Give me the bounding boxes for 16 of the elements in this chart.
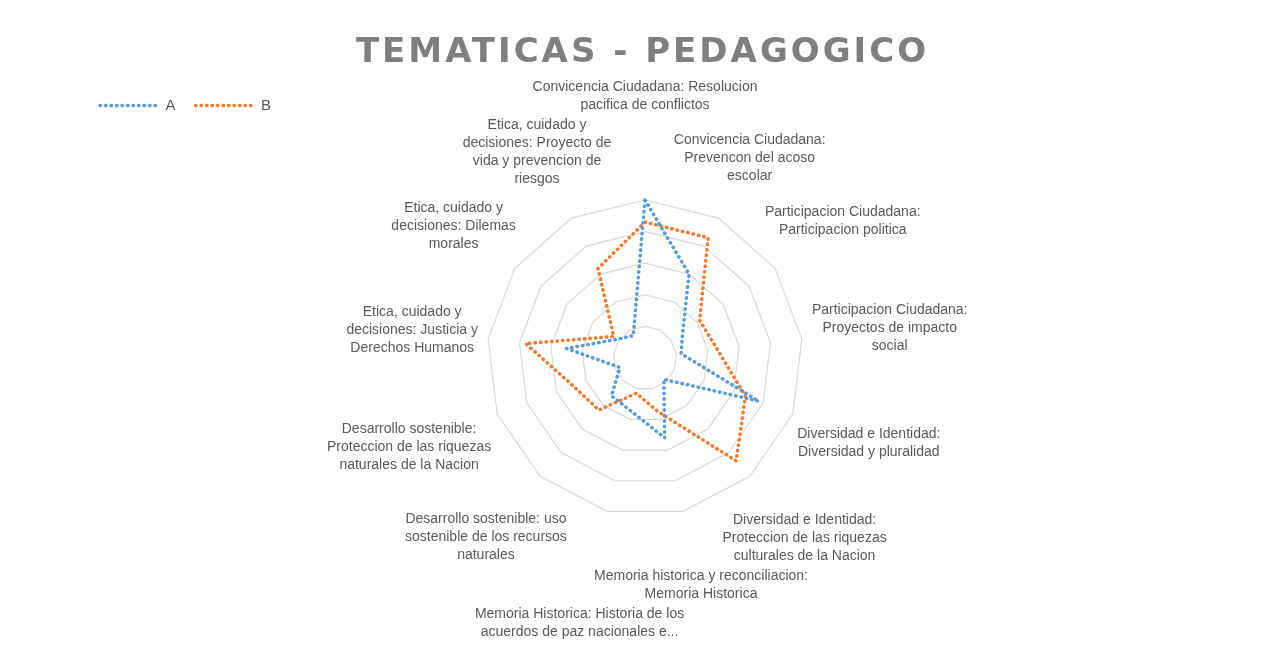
- legend-label: B: [261, 95, 272, 113]
- spoke-label: Etica, cuidado y decisiones: Justicia y Derechos Humanos: [346, 302, 478, 355]
- spoke-label: Desarrollo sostenible: uso sostenible de los recursos naturales: [404, 510, 567, 563]
- spoke-label: Memoria historica y reconciliacion: Memoria Historica: [594, 567, 808, 602]
- spoke-label: Convicencia Ciudadana: Resolucion pacifica de conflictos: [532, 77, 758, 112]
- spoke-label: Etica, cuidado y decisiones: Proyecto de vida y prevencion de riesgos: [462, 116, 612, 187]
- spoke-label: Diversidad e Identidad: Diversidad y pluralidad: [797, 424, 941, 459]
- spoke-label: Desarrollo sostenible: Proteccion de las riquezas naturales de la Nacion: [326, 420, 492, 473]
- spoke-label: Memoria Historica: Historia de los acuerdos de paz nacionales e...: [474, 605, 685, 640]
- spoke-label: Participacion Ciudadana: Proyectos de impacto social: [811, 301, 968, 354]
- spoke-label: Participacion Ciudadana: Participacion politica: [764, 203, 921, 238]
- legend-label: A: [165, 95, 176, 113]
- chart-title: TEMATICAS - PEDAGOGICO: [354, 30, 931, 70]
- spoke-label: Etica, cuidado y decisiones: Dilemas morales: [391, 198, 516, 251]
- spoke-label: Convicencia Ciudadana: Prevencon del acoso escolar: [673, 131, 826, 184]
- spoke-label: Diversidad e Identidad: Proteccion de las riquezas culturales de la Nacion: [722, 510, 887, 563]
